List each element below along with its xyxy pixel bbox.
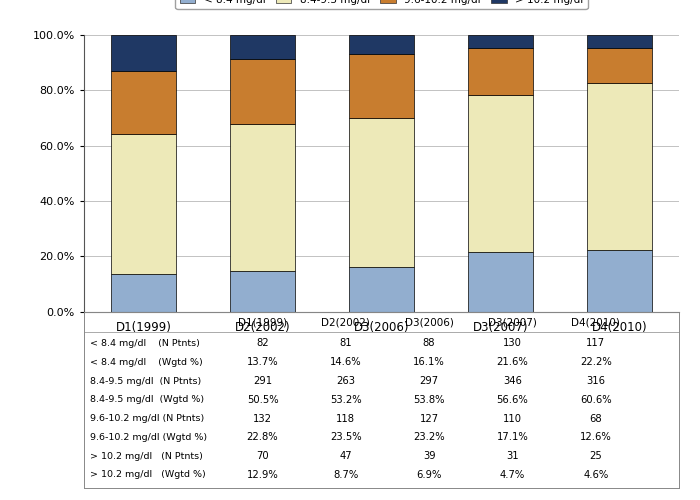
Bar (587, 250, 652, 312)
Text: < 8.4 mg/dl    (Wgtd %): < 8.4 mg/dl (Wgtd %) (90, 358, 203, 367)
Text: 130: 130 (503, 338, 522, 348)
Text: 132: 132 (253, 414, 272, 424)
Text: 53.2%: 53.2% (330, 395, 362, 405)
Text: 70: 70 (256, 451, 269, 461)
Bar (349, 54, 414, 118)
Text: 16.1%: 16.1% (413, 358, 445, 368)
Text: 47: 47 (340, 451, 352, 461)
Text: 4.6%: 4.6% (583, 470, 608, 480)
Text: 82: 82 (256, 338, 269, 348)
Legend: < 8.4 mg/dl, 8.4-9.5 mg/dl, 9.6-10.2 mg/dl, > 10.2 mg/dl: < 8.4 mg/dl, 8.4-9.5 mg/dl, 9.6-10.2 mg/… (176, 0, 587, 9)
Bar (111, 274, 176, 312)
Text: 316: 316 (586, 376, 606, 386)
Bar (468, 48, 533, 96)
Text: 17.1%: 17.1% (496, 432, 528, 442)
Text: 117: 117 (586, 338, 606, 348)
Text: > 10.2 mg/dl   (Wgtd %): > 10.2 mg/dl (Wgtd %) (90, 470, 206, 480)
Text: 39: 39 (423, 451, 435, 461)
Bar (468, 96, 533, 252)
Bar (587, 48, 652, 82)
Text: 9.6-10.2 mg/dl (Wgtd %): 9.6-10.2 mg/dl (Wgtd %) (90, 433, 207, 442)
Text: 56.6%: 56.6% (496, 395, 528, 405)
Bar (349, 35, 414, 54)
Bar (230, 271, 295, 312)
Text: 291: 291 (253, 376, 272, 386)
Text: 81: 81 (340, 338, 352, 348)
Bar (230, 124, 295, 271)
Bar (349, 118, 414, 267)
Text: 23.5%: 23.5% (330, 432, 362, 442)
Text: 12.6%: 12.6% (580, 432, 612, 442)
Text: 263: 263 (336, 376, 356, 386)
Text: 53.8%: 53.8% (413, 395, 445, 405)
Text: 68: 68 (589, 414, 602, 424)
Bar (230, 59, 295, 124)
Bar (468, 252, 533, 312)
Text: D1(1999): D1(1999) (238, 318, 287, 328)
Text: 4.7%: 4.7% (500, 470, 525, 480)
Bar (230, 35, 295, 59)
Text: 127: 127 (419, 414, 439, 424)
Text: 14.6%: 14.6% (330, 358, 362, 368)
Text: 25: 25 (589, 451, 602, 461)
Bar (111, 36, 176, 71)
Text: 13.7%: 13.7% (246, 358, 279, 368)
Bar (111, 71, 176, 134)
Bar (111, 134, 176, 274)
Text: 22.2%: 22.2% (580, 358, 612, 368)
Text: D3(2006): D3(2006) (405, 318, 454, 328)
Text: 12.9%: 12.9% (246, 470, 279, 480)
Bar (587, 35, 652, 48)
Text: 8.4-9.5 mg/dl  (Wgtd %): 8.4-9.5 mg/dl (Wgtd %) (90, 396, 204, 404)
Bar (468, 35, 533, 48)
Text: 118: 118 (336, 414, 356, 424)
Text: 50.5%: 50.5% (246, 395, 279, 405)
Text: 8.4-9.5 mg/dl  (N Ptnts): 8.4-9.5 mg/dl (N Ptnts) (90, 376, 201, 386)
Text: D2(2002): D2(2002) (321, 318, 370, 328)
Text: 9.6-10.2 mg/dl (N Ptnts): 9.6-10.2 mg/dl (N Ptnts) (90, 414, 204, 423)
Bar (349, 267, 414, 312)
Text: > 10.2 mg/dl   (N Ptnts): > 10.2 mg/dl (N Ptnts) (90, 452, 203, 460)
Text: 6.9%: 6.9% (416, 470, 442, 480)
Text: 346: 346 (503, 376, 522, 386)
Text: 22.8%: 22.8% (246, 432, 279, 442)
Text: 8.7%: 8.7% (333, 470, 358, 480)
Text: 88: 88 (423, 338, 435, 348)
Text: D4(2010): D4(2010) (571, 318, 620, 328)
Text: < 8.4 mg/dl    (N Ptnts): < 8.4 mg/dl (N Ptnts) (90, 339, 200, 348)
Bar (587, 82, 652, 250)
Text: 31: 31 (506, 451, 519, 461)
Text: 60.6%: 60.6% (580, 395, 612, 405)
Text: 297: 297 (419, 376, 439, 386)
Text: 21.6%: 21.6% (496, 358, 528, 368)
Text: D3(2007): D3(2007) (488, 318, 537, 328)
Text: 110: 110 (503, 414, 522, 424)
Text: 23.2%: 23.2% (413, 432, 445, 442)
